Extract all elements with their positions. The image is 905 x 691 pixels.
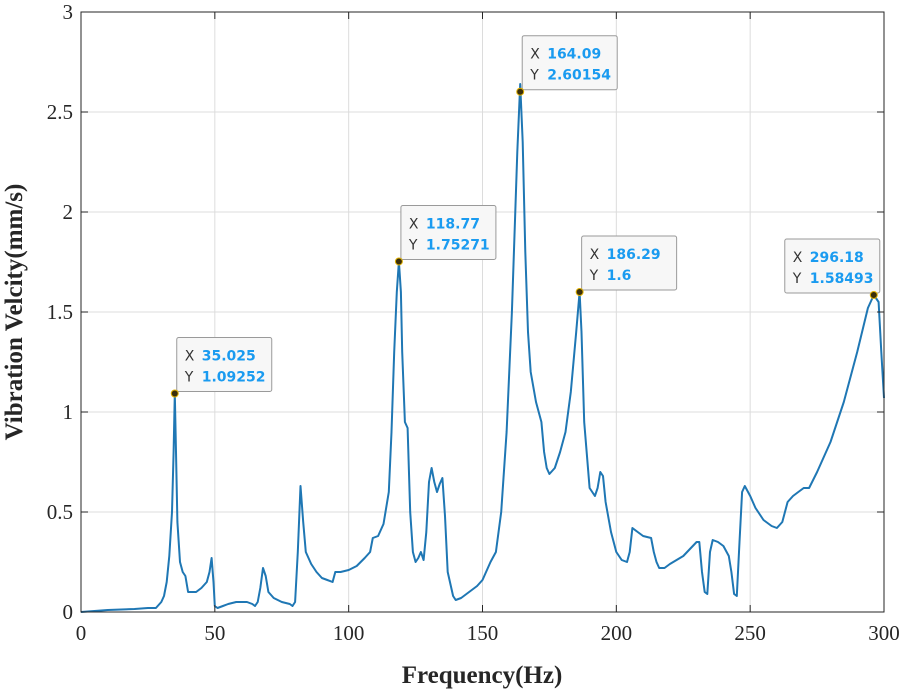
datatip-y-value: 1.75271: [426, 237, 490, 253]
datatip-marker: [516, 87, 525, 96]
datatip-y-value: 1.58493: [810, 271, 874, 287]
datatip-box: [176, 336, 273, 392]
datatip[interactable]: X 164.09 Y 2.60154: [516, 35, 618, 96]
datatip-marker: [575, 288, 584, 296]
x-tick-label: 0: [76, 621, 87, 645]
datatip-y-key: Y: [589, 268, 599, 284]
datatip-box: [400, 204, 497, 260]
datatip-x-key: X: [409, 216, 419, 232]
y-tick-label: 1: [63, 400, 74, 424]
y-tick-label: 2.5: [47, 100, 73, 124]
datatip-x-key: X: [590, 247, 600, 263]
datatip-y-value: 2.60154: [547, 68, 611, 84]
datatip-y-key: Y: [184, 369, 194, 385]
datatip-x-key: X: [530, 47, 540, 63]
y-tick-label: 1.5: [47, 300, 73, 324]
datatip-marker: [869, 291, 878, 300]
y-tick-label: 2: [63, 200, 74, 224]
y-tick-label: 3: [63, 0, 74, 24]
y-tick-label: 0: [63, 600, 74, 624]
datatip-x-key: X: [185, 348, 195, 364]
datatip-x-value: 296.18: [810, 250, 864, 266]
datatip-marker: [394, 257, 403, 266]
x-tick-label: 250: [734, 621, 766, 645]
datatip-box: [784, 238, 881, 294]
series-layer: [80, 83, 885, 613]
datatip-marker: [170, 389, 179, 398]
datatip-y-value: 1.6: [607, 268, 632, 284]
y-tick-label: 0.5: [47, 500, 73, 524]
datatip-y-key: Y: [792, 271, 802, 287]
datatip-x-value: 164.09: [547, 47, 601, 63]
datatip-box: [581, 235, 678, 291]
series-line: [80, 83, 885, 613]
x-tick-label: 200: [601, 621, 633, 645]
datatip-y-value: 1.09252: [202, 369, 266, 385]
datatip-x-value: 35.025: [202, 348, 256, 364]
x-tick-label: 300: [868, 621, 900, 645]
datatip-y-key: Y: [408, 237, 418, 253]
datatip-x-value: 186.29: [607, 247, 661, 263]
datatip[interactable]: X 35.025 Y 1.09252: [170, 336, 273, 398]
datatip[interactable]: X 296.18 Y 1.58493: [784, 238, 881, 300]
grid: [81, 12, 884, 612]
y-axis-title: Vibration Velcity(mm/s): [1, 184, 28, 441]
datatip-x-value: 118.77: [426, 216, 480, 232]
datatips-layer[interactable]: X 35.025 Y 1.09252 X 118.77 Y 1.75271 X 164.09 Y 2.…: [170, 35, 881, 398]
x-tick-label: 150: [467, 621, 499, 645]
x-tick-label: 50: [204, 621, 225, 645]
x-tick-label: 100: [333, 621, 365, 645]
datatip[interactable]: X 186.29 Y 1.6: [575, 235, 678, 296]
datatip-box: [521, 35, 618, 91]
ticks-layer: 0 50 100 150 200 250 300 0 0.5 1 1.5 2 2.5 3: [47, 0, 900, 645]
datatip[interactable]: X 118.77 Y 1.75271: [394, 204, 497, 266]
x-axis-title: Frequency(Hz): [402, 662, 563, 689]
datatip-y-key: Y: [529, 68, 539, 84]
datatip-x-key: X: [793, 250, 803, 266]
